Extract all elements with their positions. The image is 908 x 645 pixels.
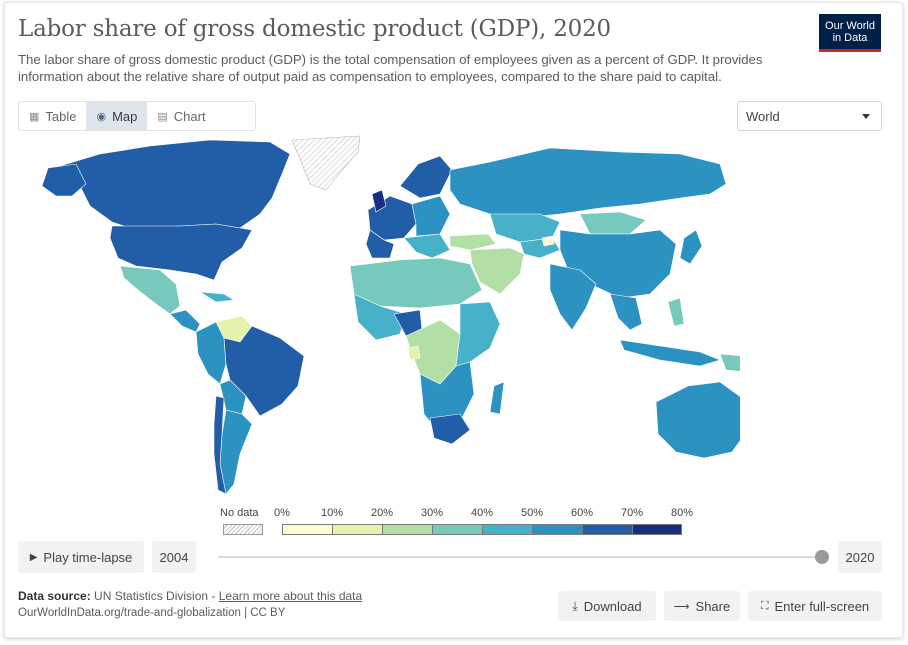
region-italy-balkans[interactable] (403, 233, 451, 259)
legend-tick-label: 50% (520, 507, 544, 519)
region-usa[interactable] (109, 223, 253, 281)
region-gabon[interactable] (407, 345, 421, 361)
share-button[interactable]: ⟶ Share (664, 591, 740, 621)
legend-no-data-swatch (223, 524, 263, 535)
view-tabs: ▦ Table ◉ Map ▤ Chart (18, 101, 256, 131)
legend-bin[interactable] (482, 524, 532, 535)
globe-icon: ◉ (96, 110, 107, 123)
play-icon: ▶ (29, 551, 38, 563)
chevron-down-icon (862, 114, 870, 119)
legend-tick-label: 60% (570, 507, 594, 519)
owid-logo[interactable]: Our World in Data (819, 14, 881, 52)
play-timelapse-button[interactable]: ▶ Play time-lapse (18, 541, 144, 573)
region-argentina[interactable] (219, 409, 253, 495)
table-icon: ▦ (29, 110, 40, 123)
timeline-track[interactable] (218, 556, 822, 558)
map-legend: No data 0% 10% 20% 30% 40% 50% 60% 70% 80% (218, 504, 698, 538)
download-button[interactable]: ⤓ Download (558, 591, 656, 621)
region-india[interactable] (549, 263, 597, 331)
fullscreen-label: Enter full-screen (774, 598, 870, 614)
region-scandinavia[interactable] (399, 155, 453, 199)
region-madagascar[interactable] (489, 381, 505, 415)
learn-more-link[interactable]: Learn more about this data (218, 589, 363, 603)
tab-chart-label: Chart (173, 108, 206, 124)
region-turkey[interactable] (449, 233, 497, 251)
chart-icon: ▤ (157, 110, 168, 123)
legend-tick-label: 70% (620, 507, 644, 519)
tab-chart[interactable]: ▤ Chart (147, 102, 215, 130)
region-japan[interactable] (679, 229, 703, 265)
timeline-handle[interactable] (815, 550, 829, 564)
region-canada[interactable] (59, 139, 291, 229)
legend-tick-label: 10% (320, 507, 344, 519)
legend-tick-label: 40% (470, 507, 494, 519)
region-central-asia[interactable] (519, 237, 561, 259)
region-central-america[interactable] (169, 309, 201, 333)
fullscreen-button[interactable]: ⛶ Enter full-screen (748, 591, 882, 621)
end-year-label: 2020 (845, 549, 875, 565)
timeline-start-year[interactable]: 2004 (152, 541, 196, 573)
region-chile[interactable] (213, 395, 227, 495)
source-prefix: Data source: (18, 589, 91, 603)
legend-no-data-label: No data (220, 507, 259, 519)
region-caribbean[interactable] (199, 291, 235, 303)
legend-bin[interactable] (582, 524, 632, 535)
legend-bin[interactable] (332, 524, 382, 535)
region-brazil[interactable] (223, 325, 305, 417)
region-iberia[interactable] (365, 229, 395, 259)
legend-bin[interactable] (532, 524, 582, 535)
legend-tick-label: 0% (274, 507, 290, 519)
region-south-africa[interactable] (429, 413, 471, 445)
legend-bin[interactable] (382, 524, 432, 535)
legend-bin[interactable] (432, 524, 482, 535)
legend-tick-label: 80% (670, 507, 694, 519)
region-png[interactable] (719, 353, 740, 372)
region-greenland[interactable] (291, 135, 361, 191)
region-middle-east[interactable] (469, 247, 525, 295)
region-select-value: World (746, 109, 780, 124)
region-southeast-asia[interactable] (609, 293, 643, 331)
region-north-africa[interactable] (349, 257, 483, 309)
share-icon: ⟶ (673, 600, 690, 613)
page-title: Labor share of gross domestic product (G… (18, 16, 611, 42)
fullscreen-icon: ⛶ (760, 599, 769, 612)
region-mexico[interactable] (119, 265, 181, 315)
share-label: Share (695, 598, 731, 614)
region-central-europe[interactable] (411, 195, 451, 237)
region-kyrgyzstan[interactable] (541, 235, 555, 247)
region-east-africa[interactable] (455, 301, 501, 367)
region-indonesia[interactable] (619, 339, 721, 367)
region-mongolia[interactable] (579, 211, 647, 235)
region-select[interactable]: World (737, 101, 882, 131)
logo-line-2: in Data (832, 32, 868, 44)
region-colombia-peru[interactable] (195, 321, 227, 385)
tab-table[interactable]: ▦ Table (19, 102, 86, 130)
page-subtitle: The labor share of gross domestic produc… (18, 52, 763, 84)
timeline-end-year[interactable]: 2020 (838, 541, 882, 573)
tab-table-label: Table (45, 108, 77, 124)
download-icon: ⤓ (572, 598, 578, 613)
legend-bin[interactable] (632, 524, 682, 535)
data-source: Data source: UN Statistics Division - Le… (18, 589, 362, 603)
region-alaska[interactable] (41, 163, 87, 197)
legend-bin[interactable] (282, 524, 332, 535)
region-bolivia-paraguay[interactable] (219, 379, 247, 415)
legend-tick-label: 30% (420, 507, 444, 519)
logo-line-1: Our World (825, 20, 875, 32)
download-label: Download (583, 598, 642, 614)
region-australia[interactable] (655, 381, 740, 459)
region-russia[interactable] (449, 147, 727, 219)
source-text: UN Statistics Division - (94, 589, 216, 603)
world-map (41, 135, 740, 495)
region-west-africa[interactable] (353, 293, 407, 341)
tab-map[interactable]: ◉ Map (86, 102, 148, 130)
region-philippines[interactable] (667, 297, 685, 327)
citation: OurWorldInData.org/trade-and-globalizati… (18, 607, 286, 619)
region-uk[interactable] (371, 189, 387, 213)
legend-tick-label: 20% (370, 507, 394, 519)
start-year-label: 2004 (159, 549, 189, 565)
tab-map-label: Map (112, 108, 138, 124)
play-timelapse-label: Play time-lapse (43, 549, 133, 565)
